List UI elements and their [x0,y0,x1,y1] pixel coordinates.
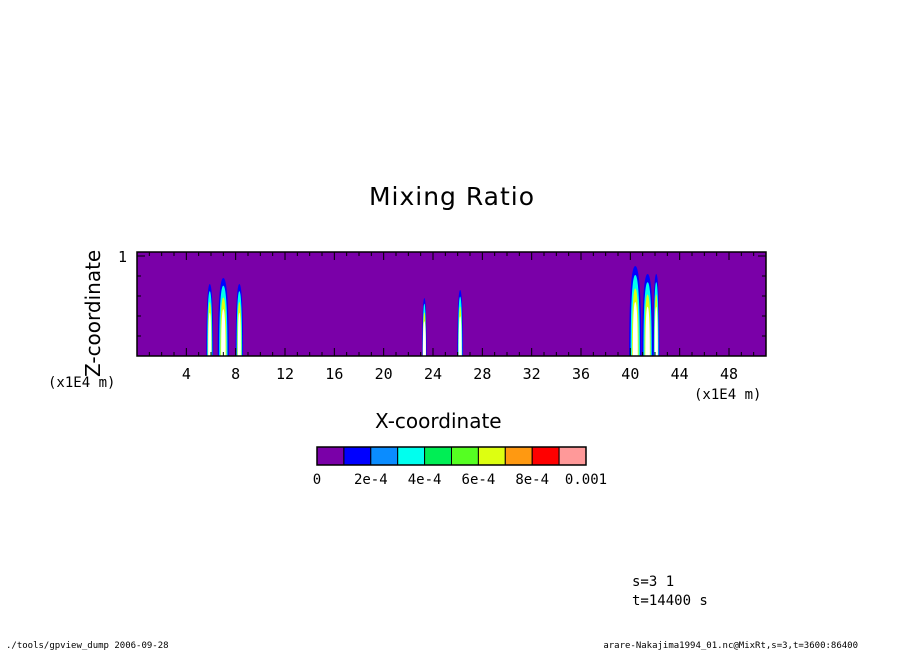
colorbar-swatch [558,446,587,466]
x-tick-label: 12 [276,365,294,383]
colorbar-swatch [451,446,479,466]
footer-tool-path: ./tools/gpview_dump 2006-09-28 [6,641,169,651]
footer-file-spec: arare-Nakajima1994_01.nc@MixRt,s=3,t=360… [603,641,858,651]
colorbar-tick-label: 0.001 [565,472,607,488]
x-tick-label: 16 [325,365,343,383]
x-tick-label: 48 [720,365,738,383]
colorbar-tick-label: 4e-4 [408,472,442,488]
plume-6-band-3 [645,306,650,356]
colorbar-swatch [397,446,426,466]
x-axis-unit: (x1E4 m) [694,387,762,403]
x-tick-label: 28 [473,365,491,383]
colorbar-swatch [424,446,453,466]
plume-4-band-3 [458,316,462,356]
plume-2-band-3 [237,312,241,356]
colorbar-swatch [504,446,533,466]
step-label: s=3 1 [632,574,675,590]
colorbar-tick-label: 2e-4 [354,472,388,488]
chart-title: Mixing Ratio [368,182,536,211]
colorbar-swatch [343,446,372,466]
colorbar-swatch [477,446,506,466]
x-tick-label: 32 [523,365,541,383]
plume-0-band-3 [208,312,212,356]
x-tick-label: 36 [572,365,590,383]
x-tick-label: 40 [621,365,639,383]
plume-3-band-3 [422,321,426,356]
x-tick-label: 8 [231,365,240,383]
plume-7-band-3 [654,306,658,356]
colorbar-frame [316,446,587,466]
x-tick-label: 4 [182,365,191,383]
colorbar-swatch [531,446,560,466]
colorbar-swatch [370,446,399,466]
x-tick-label: 20 [375,365,393,383]
colorbar-swatch [316,446,345,466]
x-tick-label: 44 [671,365,689,383]
colorbar-tick-label: 6e-4 [462,472,496,488]
y-axis-title: Z-coordinate [81,249,105,377]
time-label: t=14400 s [632,593,708,609]
x-tick-label: 24 [424,365,442,383]
colorbar-tick-label: 8e-4 [515,472,549,488]
plume-5-band-3 [632,302,638,356]
plot-frame [136,251,767,357]
y-tick-label: 1 [118,248,127,266]
plume-1-band-3 [221,309,226,356]
x-axis-title: X-coordinate [375,409,502,433]
field-background [137,252,766,356]
y-axis-unit: (x1E4 m) [48,375,116,391]
colorbar-tick-label: 0 [313,472,321,488]
